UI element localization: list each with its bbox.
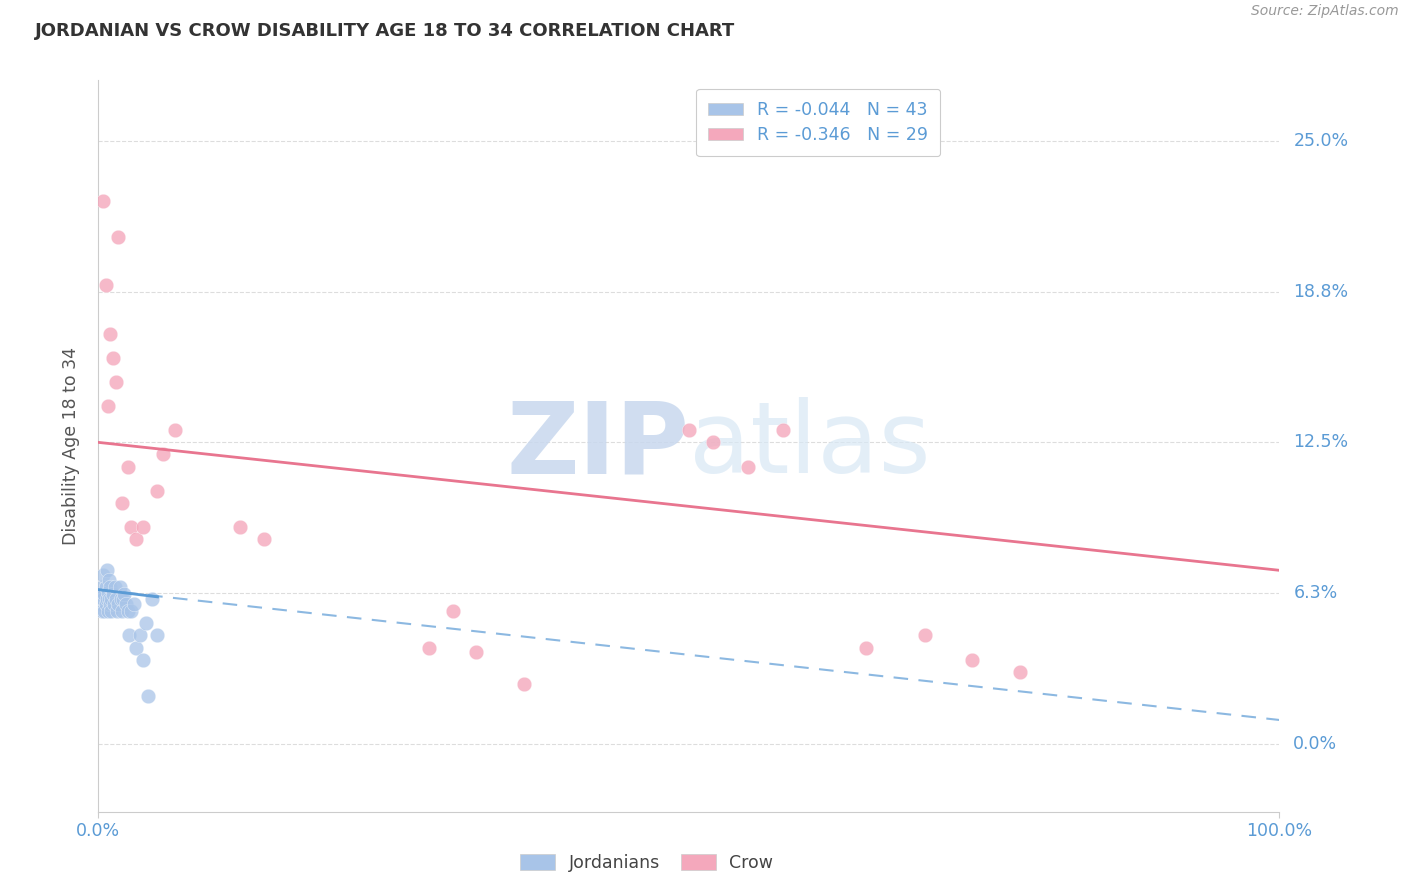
Text: 0.0%: 0.0% — [1294, 735, 1337, 753]
Point — [93, 587, 115, 601]
Point — [512, 677, 534, 691]
Text: ZIP: ZIP — [506, 398, 689, 494]
Point — [441, 604, 464, 618]
Point — [98, 326, 121, 341]
Point — [128, 628, 150, 642]
Point — [132, 653, 155, 667]
Point — [111, 604, 134, 618]
Point — [94, 580, 117, 594]
Point — [136, 689, 159, 703]
Point — [110, 592, 132, 607]
Text: 25.0%: 25.0% — [1294, 132, 1348, 150]
Point — [121, 520, 143, 534]
Text: 18.8%: 18.8% — [1294, 283, 1348, 301]
Point — [146, 483, 169, 498]
Point — [91, 604, 114, 618]
Point — [98, 573, 121, 587]
Point — [105, 592, 128, 607]
Point — [90, 597, 112, 611]
Text: 12.5%: 12.5% — [1294, 434, 1348, 451]
Text: Source: ZipAtlas.com: Source: ZipAtlas.com — [1251, 4, 1399, 19]
Point — [122, 597, 145, 611]
Point — [855, 640, 877, 655]
Point — [962, 653, 984, 667]
Point — [104, 580, 127, 594]
Point — [97, 585, 120, 599]
Point — [117, 459, 139, 474]
Point — [98, 580, 121, 594]
Point — [465, 645, 488, 659]
Point — [101, 351, 124, 365]
Point — [91, 580, 114, 594]
Point — [91, 194, 114, 208]
Point — [112, 592, 135, 607]
Point — [418, 640, 440, 655]
Point — [96, 563, 118, 577]
Point — [678, 423, 700, 437]
Point — [94, 278, 117, 293]
Point — [100, 604, 122, 618]
Legend: Jordanians, Crow: Jordanians, Crow — [513, 847, 780, 879]
Point — [114, 597, 136, 611]
Point — [146, 628, 169, 642]
Text: JORDANIAN VS CROW DISABILITY AGE 18 TO 34 CORRELATION CHART: JORDANIAN VS CROW DISABILITY AGE 18 TO 3… — [35, 22, 735, 40]
Y-axis label: Disability Age 18 to 34: Disability Age 18 to 34 — [62, 347, 80, 545]
Text: atlas: atlas — [689, 398, 931, 494]
Point — [125, 532, 148, 546]
Point — [89, 587, 111, 601]
Point — [121, 604, 143, 618]
Point — [91, 568, 114, 582]
Point — [103, 597, 125, 611]
Text: 6.3%: 6.3% — [1294, 584, 1337, 602]
Point — [152, 447, 174, 461]
Point — [118, 628, 141, 642]
Point — [96, 592, 118, 607]
Point — [165, 423, 187, 437]
Point — [111, 496, 134, 510]
Point — [1008, 665, 1031, 679]
Point — [91, 592, 114, 607]
Point — [98, 592, 121, 607]
Point — [108, 580, 131, 594]
Point — [93, 604, 115, 618]
Point — [105, 604, 128, 618]
Point — [105, 375, 128, 389]
Legend: R = -0.044   N = 43, R = -0.346   N = 29: R = -0.044 N = 43, R = -0.346 N = 29 — [696, 89, 941, 156]
Point — [253, 532, 276, 546]
Point — [141, 592, 163, 607]
Point — [132, 520, 155, 534]
Point — [98, 597, 121, 611]
Point — [737, 459, 759, 474]
Point — [107, 230, 129, 244]
Point — [772, 423, 794, 437]
Point — [97, 399, 120, 413]
Point — [94, 597, 117, 611]
Point — [101, 587, 124, 601]
Point — [229, 520, 252, 534]
Point — [97, 604, 120, 618]
Point — [135, 616, 157, 631]
Point — [702, 435, 724, 450]
Point — [112, 587, 135, 601]
Point — [125, 640, 148, 655]
Point — [117, 604, 139, 618]
Point — [107, 597, 129, 611]
Point — [100, 592, 122, 607]
Point — [914, 628, 936, 642]
